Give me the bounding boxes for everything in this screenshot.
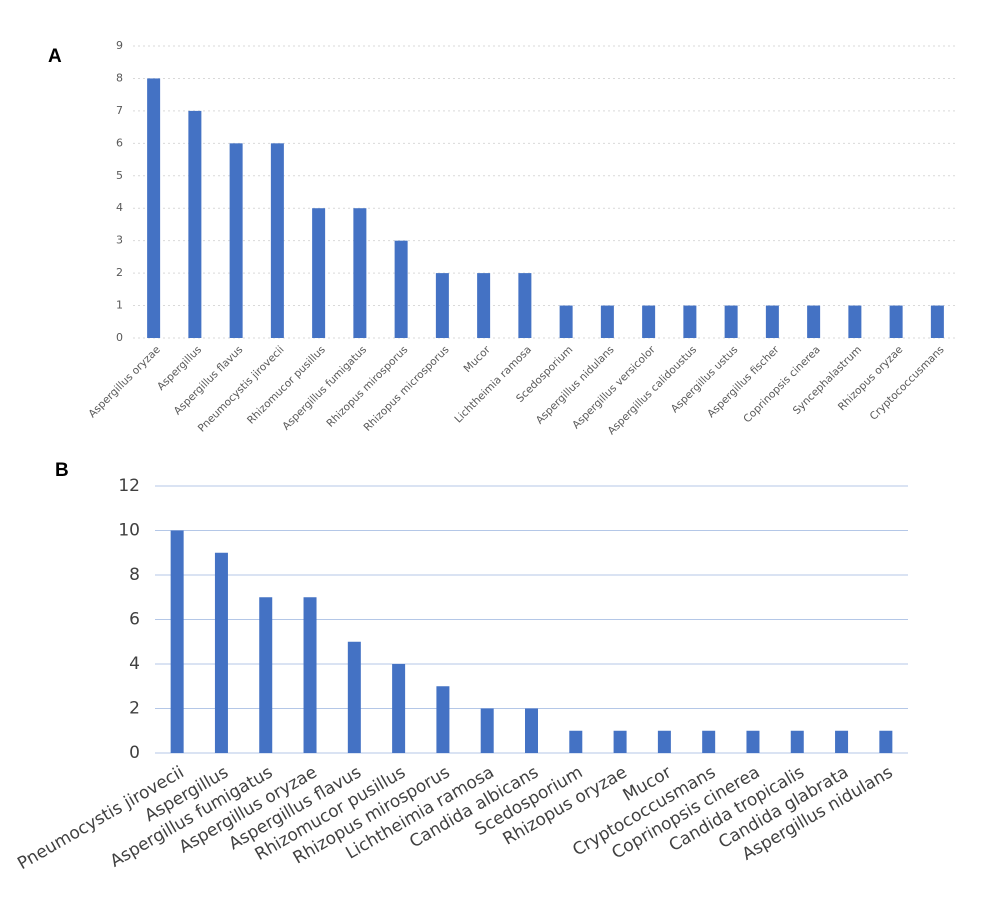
y-tick-b-10: 10 (118, 521, 140, 541)
panel-label-a: A (48, 46, 62, 67)
bar-a-8 (477, 273, 491, 338)
category-label-a-4: Rhizomucor pusillus (245, 344, 328, 427)
y-tick-a-1: 1 (116, 299, 123, 312)
y-tick-b-0: 0 (129, 743, 140, 763)
bar-a-1 (188, 110, 202, 338)
y-tick-a-3: 3 (116, 234, 123, 247)
bar-b-5 (392, 664, 406, 753)
bar-a-19 (930, 305, 944, 338)
bar-b-2 (259, 597, 273, 753)
bar-b-0 (170, 530, 184, 753)
bar-b-11 (657, 730, 671, 753)
y-tick-b-2: 2 (129, 699, 140, 719)
bar-b-3 (303, 597, 317, 753)
bar-a-3 (270, 143, 284, 338)
y-tick-b-4: 4 (129, 654, 140, 674)
category-label-a-16: Coprinopsis cinerea (741, 344, 823, 426)
bar-b-15 (835, 730, 849, 753)
bar-a-11 (600, 305, 614, 338)
bar-b-4 (347, 641, 361, 753)
bar-a-2 (229, 143, 243, 338)
category-label-a-2: Aspergillus flavus (172, 344, 246, 418)
bar-a-10 (559, 305, 573, 338)
category-label-a-0: Aspergillus oryzae (86, 344, 162, 420)
bar-a-16 (807, 305, 821, 338)
bar-b-9 (569, 730, 583, 753)
bar-a-7 (435, 273, 449, 338)
bar-b-8 (525, 708, 538, 753)
y-tick-b-8: 8 (129, 565, 140, 585)
bar-a-17 (848, 305, 862, 338)
bar-a-15 (765, 305, 779, 338)
bar-a-9 (518, 273, 532, 338)
bar-b-6 (436, 686, 450, 753)
bar-a-14 (724, 305, 738, 338)
category-label-a-9: Lichtheimia ramosa (452, 344, 534, 426)
y-tick-a-9: 9 (116, 39, 123, 52)
category-label-a-8: Mucor (462, 343, 494, 375)
y-tick-a-7: 7 (116, 104, 123, 117)
y-tick-a-5: 5 (116, 169, 123, 182)
y-tick-a-2: 2 (116, 266, 123, 279)
bar-a-13 (683, 305, 697, 338)
bar-b-7 (480, 708, 494, 753)
bar-b-16 (879, 730, 893, 753)
panel-label-b: B (55, 460, 69, 481)
category-label-a-17: Syncephalastrum (791, 344, 864, 417)
bar-b-14 (790, 730, 804, 753)
bar-a-18 (889, 305, 903, 338)
bar-a-5 (353, 208, 367, 338)
bar-b-13 (746, 730, 760, 753)
category-label-a-12: Aspergillus versicolor (570, 343, 658, 431)
category-label-a-15: Aspergillus fischer (705, 343, 782, 420)
bar-a-6 (394, 240, 408, 338)
bar-a-4 (312, 208, 326, 338)
bar-a-12 (642, 305, 656, 338)
y-tick-a-0: 0 (116, 331, 123, 344)
category-label-a-7: Rhizopus microsporus (362, 344, 452, 434)
y-tick-b-6: 6 (129, 610, 140, 630)
category-label-a-5: Aspergillus fumigatus (280, 344, 369, 433)
y-tick-a-6: 6 (116, 136, 123, 149)
bar-b-1 (214, 552, 228, 753)
category-label-a-19: Cryptococcusmans (868, 344, 947, 423)
bar-a-0 (147, 78, 161, 338)
category-label-a-6: Rhizopus mirosporus (324, 344, 410, 430)
category-label-a-11: Aspergillus nidulans (534, 344, 617, 427)
y-tick-a-8: 8 (116, 71, 123, 84)
bar-b-12 (702, 730, 716, 753)
bar-b-10 (613, 730, 627, 753)
y-tick-b-12: 12 (118, 476, 140, 496)
y-tick-a-4: 4 (116, 201, 123, 214)
